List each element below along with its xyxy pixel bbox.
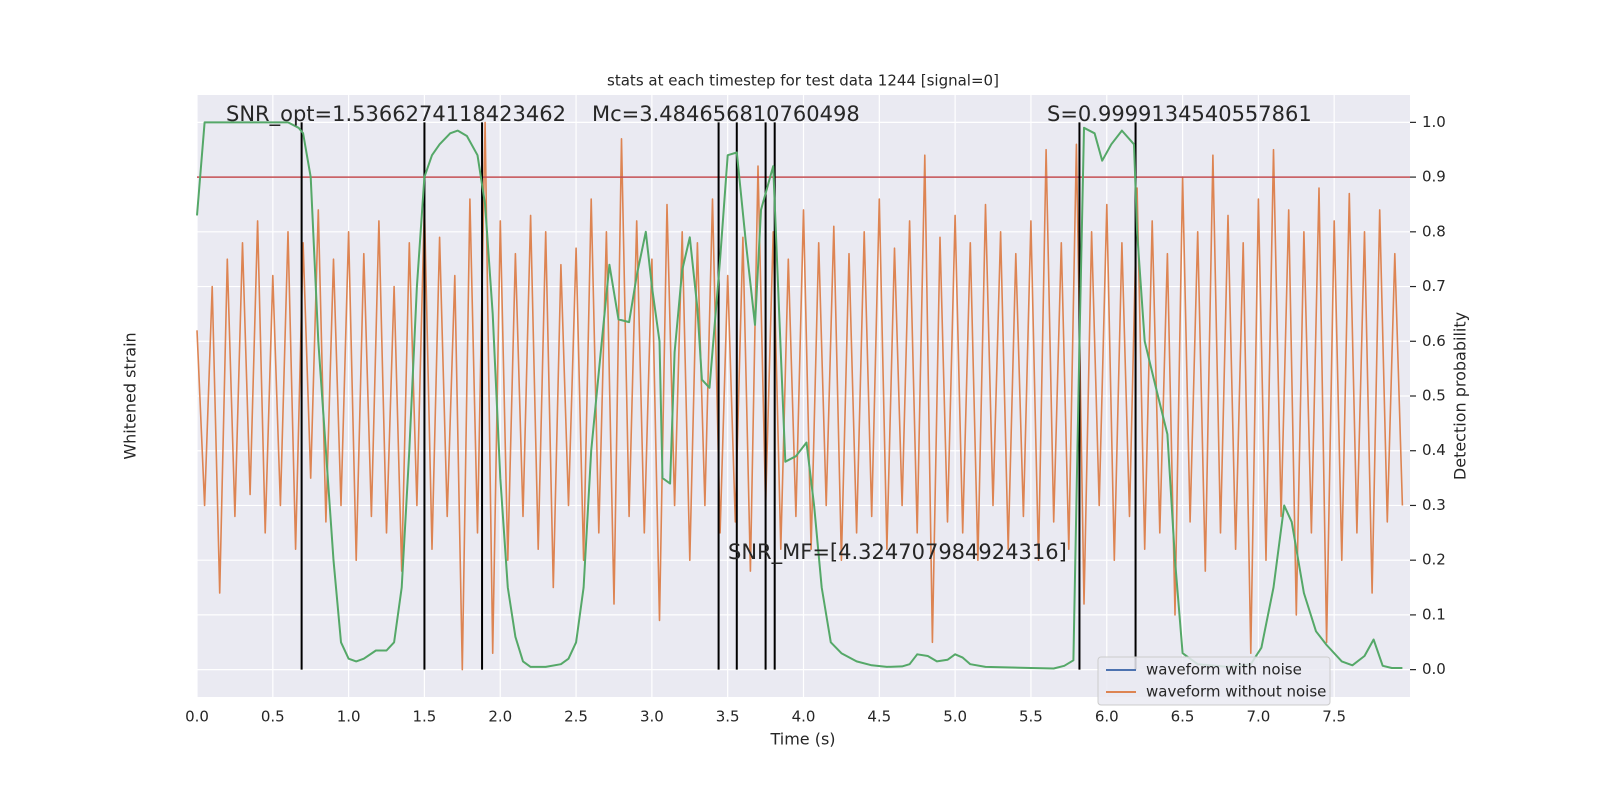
series-line	[196, 121, 1404, 671]
x-axis-label: Time (s)	[769, 730, 835, 749]
x-tick-label: 5.5	[1019, 708, 1043, 726]
x-tick-label: 4.0	[792, 708, 816, 726]
x-tick-label: 3.5	[716, 708, 740, 726]
y2-tick-label: 0.0	[1422, 660, 1446, 678]
annotation: SNR_opt=1.5366274118423462	[226, 102, 566, 127]
x-tick-label: 2.5	[564, 708, 588, 726]
y2-tick-label: 0.5	[1422, 387, 1446, 405]
x-tick-label: 5.0	[943, 708, 967, 726]
y2-tick-label: 0.3	[1422, 496, 1446, 514]
x-tick-label: 1.0	[337, 708, 361, 726]
y2-tick-label: 0.7	[1422, 277, 1446, 295]
x-tick-label: 7.0	[1246, 708, 1270, 726]
y2-tick-label: 0.6	[1422, 332, 1446, 350]
labels: 0.0 0.5 1.0 1.5 2.0 2.5 3.0 3.5 4.0 4.5 5.0 5.5 6.0 6…	[185, 102, 1446, 726]
y2-tick-label: 0.8	[1422, 222, 1446, 240]
x-tick-label: 2.0	[488, 708, 512, 726]
x-tick-label: 6.5	[1171, 708, 1195, 726]
series-line	[196, 121, 1403, 670]
x-tick-label: 6.0	[1095, 708, 1119, 726]
legend-label: waveform with noise	[1146, 661, 1302, 679]
y-axis-label: Whitened strain	[121, 332, 140, 459]
x-tick-label: 4.5	[867, 708, 891, 726]
y2-axis-label: Detection probability	[1451, 312, 1470, 480]
legend-box	[1097, 656, 1331, 706]
x-tick-label: 0.0	[185, 708, 209, 726]
marks	[196, 121, 1410, 671]
x-tick-label: 1.5	[413, 708, 437, 726]
annotation: S=0.9999134540557861	[1047, 102, 1312, 126]
y2-tick-label: 0.9	[1422, 168, 1446, 186]
x-tick-label: 7.5	[1322, 708, 1346, 726]
x-tick-label: 0.5	[261, 708, 285, 726]
annotation: SNR_MF=[4.324707984924316]	[728, 540, 1067, 565]
chart-title: stats at each timestep for test data 124…	[607, 72, 999, 90]
y2-tick-label: 0.4	[1422, 441, 1446, 459]
legend-label: waveform without noise	[1146, 683, 1326, 701]
y2-tick-label: 0.1	[1422, 605, 1446, 623]
x-tick-label: 3.0	[640, 708, 664, 726]
annotation: Mc=3.484656810760498	[592, 102, 860, 126]
y2-tick-label: 0.2	[1422, 551, 1446, 569]
y2-tick-label: 1.0	[1422, 113, 1446, 131]
